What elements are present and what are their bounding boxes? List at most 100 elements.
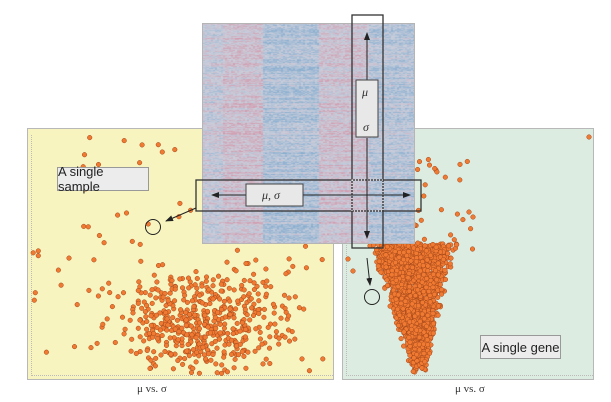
scatter-point <box>415 246 421 253</box>
scatter-point <box>432 165 438 172</box>
scatter-point <box>263 283 269 289</box>
scatter-point <box>243 326 249 332</box>
scatter-point <box>127 317 133 323</box>
scatter-point <box>186 312 192 318</box>
gene-scatter-points <box>345 134 592 375</box>
scatter-point <box>425 342 431 348</box>
scatter-point <box>183 317 189 323</box>
scatter-point <box>423 284 429 290</box>
scatter-point <box>135 300 141 306</box>
scatter-point <box>401 257 407 263</box>
scatter-point <box>123 210 130 216</box>
scatter-point <box>155 142 161 148</box>
scatter-point <box>243 260 249 267</box>
scatter-point <box>457 161 463 167</box>
scatter-point <box>272 321 278 327</box>
scatter-point <box>422 243 428 249</box>
scatter-point <box>226 341 232 347</box>
scatter-point <box>417 318 423 325</box>
scatter-point <box>192 282 198 288</box>
mu-label: μ <box>361 85 368 99</box>
scatter-point <box>216 336 222 342</box>
scatter-point <box>376 258 382 264</box>
scatter-point <box>227 298 233 304</box>
scatter-point <box>115 294 121 300</box>
scatter-point <box>95 293 101 299</box>
scatter-point <box>468 226 474 232</box>
scatter-point <box>212 314 218 320</box>
scatter-point <box>107 290 113 296</box>
scatter-point <box>85 224 91 230</box>
axis-lines <box>346 135 593 376</box>
scatter-point <box>31 297 37 303</box>
scatter-point <box>239 349 245 355</box>
scatter-point <box>384 282 391 288</box>
scatter-point <box>416 273 422 279</box>
scatter-point <box>442 267 448 273</box>
scatter-point <box>210 283 216 289</box>
scatter-point <box>217 330 223 336</box>
scatter-point <box>257 329 263 335</box>
scatter-point <box>383 252 389 258</box>
scatter-point <box>424 275 430 282</box>
scatter-point <box>121 331 127 337</box>
scatter-point <box>249 305 255 311</box>
scatter-point <box>253 326 259 332</box>
scatter-point <box>409 301 415 307</box>
scatter-point <box>193 269 199 275</box>
scatter-point <box>439 287 445 293</box>
scatter-point <box>263 356 269 362</box>
scatter-point <box>221 349 227 355</box>
scatter-point <box>210 296 216 302</box>
scatter-point <box>430 330 436 336</box>
scatter-point <box>234 247 240 253</box>
scatter-point <box>164 316 170 322</box>
scatter-point <box>423 295 429 301</box>
scatter-point <box>399 281 405 288</box>
scatter-point <box>146 330 152 336</box>
scatter-point <box>137 334 143 340</box>
scatter-point <box>389 268 395 274</box>
scatter-point <box>261 314 267 320</box>
scatter-point <box>448 232 454 238</box>
scatter-point <box>106 280 112 286</box>
scatter-point <box>225 330 231 336</box>
scatter-point <box>268 284 274 290</box>
scatter-point <box>214 370 220 376</box>
scatter-point <box>416 159 423 165</box>
scatter-point <box>144 326 150 332</box>
scatter-point <box>400 306 406 312</box>
scatter-point <box>464 158 470 165</box>
scatter-point <box>320 356 326 362</box>
scatter-point <box>138 258 144 264</box>
scatter-point <box>246 291 252 297</box>
scatter-point <box>218 288 224 294</box>
scatter-point <box>91 257 97 263</box>
scatter-point <box>440 256 446 263</box>
scatter-point <box>256 298 262 304</box>
scatter-point <box>393 277 399 283</box>
scatter-point <box>271 310 277 316</box>
scatter-point <box>260 361 266 367</box>
expression-heatmap <box>202 23 415 244</box>
scatter-point <box>174 317 180 323</box>
scatter-point <box>58 282 64 288</box>
scatter-point <box>286 338 293 344</box>
scatter-point <box>217 296 223 302</box>
scatter-point <box>224 259 230 265</box>
scatter-point <box>172 298 178 304</box>
scatter-point <box>302 243 309 249</box>
scatter-point <box>130 310 136 316</box>
scatter-point <box>395 306 401 312</box>
scatter-point <box>422 359 428 365</box>
scatter-point <box>244 312 250 318</box>
scatter-point <box>141 338 147 344</box>
scatter-point <box>393 296 399 302</box>
scatter-point <box>141 299 147 305</box>
scatter-point <box>227 311 233 318</box>
scatter-point <box>427 299 433 305</box>
scatter-point <box>241 353 247 359</box>
scatter-point <box>413 259 419 265</box>
scatter-point <box>186 285 192 291</box>
scatter-point <box>428 252 434 258</box>
